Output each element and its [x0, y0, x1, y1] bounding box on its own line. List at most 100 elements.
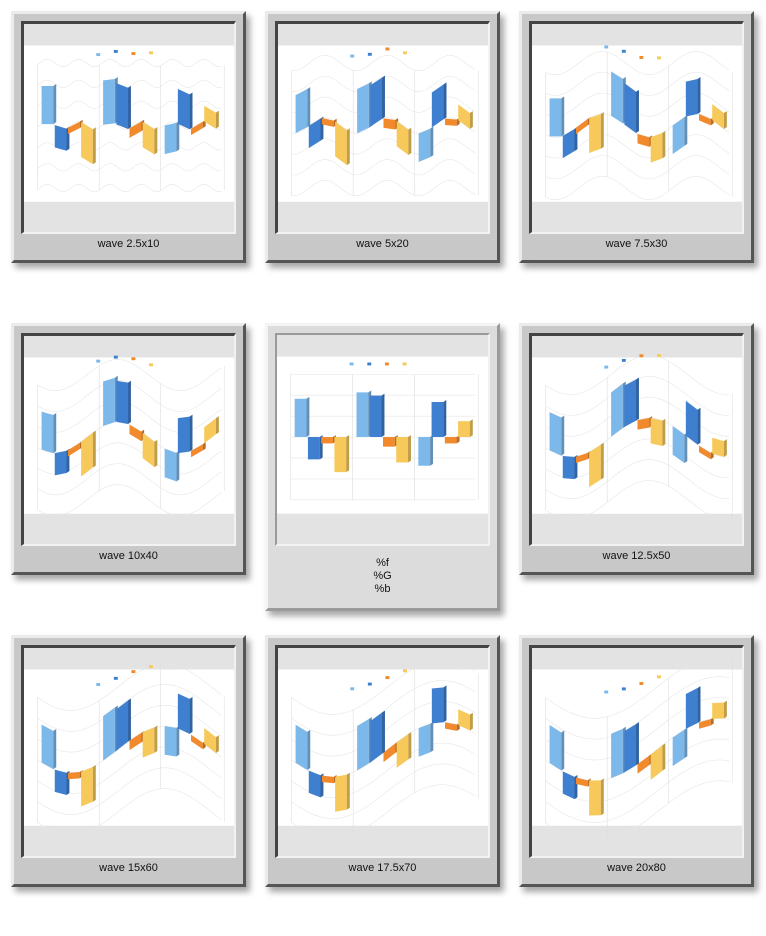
thumbnail-frame[interactable]: wave 17.5x70: [265, 635, 500, 887]
bar: [191, 734, 203, 750]
gridline: [37, 184, 222, 192]
gridline: [545, 480, 730, 520]
bar: [549, 724, 562, 771]
thumbnail-frame[interactable]: wave 2.5x10: [11, 11, 246, 263]
thumbnail-frame[interactable]: wave 7.5x30: [519, 11, 754, 263]
bar: [321, 118, 334, 127]
bar: [204, 418, 216, 444]
legend-swatch: [367, 52, 372, 56]
bar: [418, 128, 431, 162]
bar: [369, 395, 382, 438]
bar-side: [408, 732, 412, 760]
bar-side: [381, 393, 385, 438]
bar-side: [636, 722, 639, 766]
bar: [624, 724, 637, 773]
bar: [54, 769, 67, 795]
gridline: [545, 780, 730, 844]
bar: [177, 693, 190, 734]
chart-thumbnail-image: [529, 21, 744, 234]
legend-swatch: [657, 675, 661, 679]
chart-svg: [278, 45, 488, 202]
bar-side: [561, 415, 565, 456]
gridline: [291, 180, 476, 196]
bar: [129, 732, 142, 751]
caption-line: %b: [374, 583, 391, 595]
bar: [177, 416, 190, 454]
thumbnail-frame[interactable]: wave 15x60: [11, 635, 246, 887]
thumbnail-frame[interactable]: wave 12.5x50: [519, 323, 754, 575]
bar: [370, 77, 383, 127]
bar: [67, 121, 80, 135]
bar: [458, 709, 470, 731]
bar-side: [154, 127, 158, 155]
bar: [142, 727, 155, 758]
bar-side: [189, 414, 193, 452]
bar: [562, 128, 575, 159]
legend-swatch: [403, 669, 407, 673]
bar: [712, 437, 724, 457]
gridline: [545, 655, 730, 719]
legend-swatch: [350, 687, 355, 691]
bar: [685, 688, 698, 729]
thumbnail-frame-original[interactable]: %f %G %b: [265, 323, 500, 611]
bar: [637, 418, 650, 430]
bar-side: [346, 435, 350, 473]
chart-area: [24, 669, 234, 826]
bar: [650, 132, 663, 163]
legend-swatch: [96, 359, 101, 363]
bar: [383, 743, 396, 763]
bar: [396, 437, 409, 463]
thumbnail-frame[interactable]: wave 20x80: [519, 635, 754, 887]
gridline: [37, 788, 222, 836]
legend-swatch: [149, 363, 153, 367]
bar-side: [430, 126, 434, 158]
thumbnail-frame[interactable]: wave 10x40: [11, 323, 246, 575]
bar: [699, 719, 711, 729]
bar: [129, 424, 142, 442]
bar-side: [176, 120, 180, 152]
bar: [431, 84, 444, 128]
bar: [624, 83, 637, 133]
bar: [67, 772, 80, 780]
bar-side: [443, 400, 447, 438]
bar-side: [154, 725, 158, 753]
bar-side: [469, 419, 473, 438]
bar: [672, 729, 685, 767]
bar: [672, 426, 685, 464]
bar: [335, 121, 347, 166]
bar: [712, 104, 724, 129]
bar-side: [684, 727, 688, 759]
bar: [308, 118, 321, 149]
bar-side: [128, 380, 131, 424]
chart-svg: [532, 354, 742, 520]
gridline: [37, 767, 222, 815]
thumbnail-caption: wave 5x20: [356, 238, 409, 250]
bar: [357, 83, 369, 134]
bar-side: [456, 435, 460, 444]
legend-swatch: [639, 354, 644, 358]
bar: [589, 113, 601, 153]
gridline: [545, 459, 730, 499]
bar: [458, 104, 470, 129]
bar: [81, 432, 93, 477]
bar: [431, 687, 444, 724]
bar-side: [469, 712, 473, 731]
bar-side: [561, 96, 565, 137]
thumbnail-frame[interactable]: wave 5x20: [265, 11, 500, 263]
bar: [396, 120, 409, 155]
legend-swatch: [657, 354, 661, 357]
bar-side: [202, 442, 206, 451]
bar-side: [215, 416, 219, 435]
bar: [54, 125, 67, 151]
bar: [321, 437, 333, 444]
bar-side: [176, 450, 180, 482]
gridline: [291, 659, 476, 715]
gridline: [291, 680, 476, 736]
bar: [712, 702, 724, 719]
bar: [116, 83, 129, 129]
bar-side: [307, 87, 311, 128]
bar: [637, 133, 650, 147]
bar: [562, 456, 575, 480]
bar: [370, 712, 383, 763]
bar-side: [189, 92, 193, 130]
